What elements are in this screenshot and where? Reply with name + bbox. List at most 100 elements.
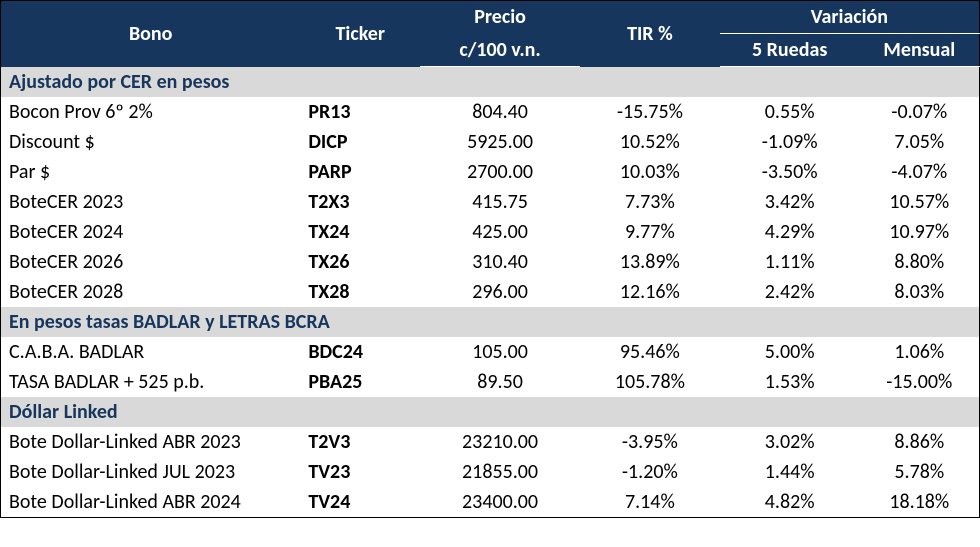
cell-price: 425.00 (420, 217, 580, 247)
col-ticker-header: Ticker (300, 1, 420, 67)
table-row: TASA BADLAR + 525 p.b.PBA2589.50105.78%1… (1, 367, 980, 397)
cell-mensual: -0.07% (860, 97, 980, 127)
header-row-1: Bono Ticker Precio TIR % Variación (1, 1, 980, 34)
cell-ticker: PR13 (300, 97, 420, 127)
cell-bono: C.A.B.A. BADLAR (1, 337, 301, 367)
cell-ticker: PBA25 (300, 367, 420, 397)
cell-bono: Bote Dollar-Linked ABR 2024 (1, 487, 301, 518)
table-row: BoteCER 2024TX24425.009.77%4.29%10.97% (1, 217, 980, 247)
table-row: BoteCER 2028TX28296.0012.16%2.42%8.03% (1, 277, 980, 307)
cell-5ruedas: 1.44% (720, 457, 860, 487)
cell-bono: Bocon Prov 6º 2% (1, 97, 301, 127)
col-mensual-header: Mensual (860, 34, 980, 67)
cell-bono: BoteCER 2024 (1, 217, 301, 247)
cell-mensual: 5.78% (860, 457, 980, 487)
table-row: Bote Dollar-Linked ABR 2024TV2423400.007… (1, 487, 980, 518)
cell-tir: 13.89% (580, 247, 720, 277)
cell-ticker: TX24 (300, 217, 420, 247)
cell-5ruedas: -3.50% (720, 157, 860, 187)
section-header: Ajustado por CER en pesos (1, 67, 980, 98)
cell-ticker: TX26 (300, 247, 420, 277)
cell-tir: -1.20% (580, 457, 720, 487)
cell-price: 804.40 (420, 97, 580, 127)
cell-tir: 9.77% (580, 217, 720, 247)
section-title: En pesos tasas BADLAR y LETRAS BCRA (1, 307, 980, 337)
col-bono-header: Bono (1, 1, 301, 67)
cell-5ruedas: 0.55% (720, 97, 860, 127)
cell-tir: -15.75% (580, 97, 720, 127)
cell-price: 296.00 (420, 277, 580, 307)
table-row: C.A.B.A. BADLARBDC24105.0095.46%5.00%1.0… (1, 337, 980, 367)
cell-tir: 105.78% (580, 367, 720, 397)
cell-ticker: T2V3 (300, 427, 420, 457)
cell-5ruedas: 1.11% (720, 247, 860, 277)
cell-mensual: -4.07% (860, 157, 980, 187)
cell-tir: 7.73% (580, 187, 720, 217)
cell-mensual: 1.06% (860, 337, 980, 367)
section-title: Dóllar Linked (1, 397, 980, 427)
table-row: Bote Dollar-Linked JUL 2023TV2321855.00-… (1, 457, 980, 487)
cell-tir: -3.95% (580, 427, 720, 457)
cell-price: 310.40 (420, 247, 580, 277)
cell-bono: TASA BADLAR + 525 p.b. (1, 367, 301, 397)
col-precio-header-2: c/100 v.n. (420, 34, 580, 67)
cell-ticker: TV24 (300, 487, 420, 518)
table-row: Bote Dollar-Linked ABR 2023T2V323210.00-… (1, 427, 980, 457)
cell-price: 89.50 (420, 367, 580, 397)
cell-bono: Par $ (1, 157, 301, 187)
col-precio-header-1: Precio (420, 1, 580, 34)
cell-price: 21855.00 (420, 457, 580, 487)
cell-tir: 10.03% (580, 157, 720, 187)
table-row: Par $PARP2700.0010.03%-3.50%-4.07% (1, 157, 980, 187)
col-5ruedas-header: 5 Ruedas (720, 34, 860, 67)
cell-tir: 12.16% (580, 277, 720, 307)
cell-5ruedas: 1.53% (720, 367, 860, 397)
cell-price: 23210.00 (420, 427, 580, 457)
cell-price: 105.00 (420, 337, 580, 367)
cell-tir: 10.52% (580, 127, 720, 157)
cell-5ruedas: 5.00% (720, 337, 860, 367)
cell-5ruedas: 4.29% (720, 217, 860, 247)
table-row: BoteCER 2023T2X3415.757.73%3.42%10.57% (1, 187, 980, 217)
cell-bono: Bote Dollar-Linked ABR 2023 (1, 427, 301, 457)
col-variacion-header: Variación (720, 1, 980, 34)
cell-5ruedas: 3.02% (720, 427, 860, 457)
cell-price: 2700.00 (420, 157, 580, 187)
section-header: Dóllar Linked (1, 397, 980, 427)
cell-ticker: PARP (300, 157, 420, 187)
cell-5ruedas: -1.09% (720, 127, 860, 157)
cell-mensual: 8.03% (860, 277, 980, 307)
col-tir-header: TIR % (580, 1, 720, 67)
cell-5ruedas: 3.42% (720, 187, 860, 217)
table-row: BoteCER 2026TX26310.4013.89%1.11%8.80% (1, 247, 980, 277)
cell-5ruedas: 4.82% (720, 487, 860, 518)
cell-mensual: 18.18% (860, 487, 980, 518)
cell-tir: 7.14% (580, 487, 720, 518)
cell-mensual: -15.00% (860, 367, 980, 397)
cell-ticker: BDC24 (300, 337, 420, 367)
cell-mensual: 8.86% (860, 427, 980, 457)
cell-ticker: T2X3 (300, 187, 420, 217)
cell-bono: BoteCER 2023 (1, 187, 301, 217)
cell-bono: BoteCER 2026 (1, 247, 301, 277)
cell-mensual: 10.97% (860, 217, 980, 247)
cell-mensual: 7.05% (860, 127, 980, 157)
cell-bono: BoteCER 2028 (1, 277, 301, 307)
cell-price: 23400.00 (420, 487, 580, 518)
cell-bono: Discount $ (1, 127, 301, 157)
section-header: En pesos tasas BADLAR y LETRAS BCRA (1, 307, 980, 337)
section-title: Ajustado por CER en pesos (1, 67, 980, 98)
cell-mensual: 8.80% (860, 247, 980, 277)
cell-tir: 95.46% (580, 337, 720, 367)
cell-ticker: TV23 (300, 457, 420, 487)
cell-mensual: 10.57% (860, 187, 980, 217)
table-row: Bocon Prov 6º 2%PR13804.40-15.75%0.55%-0… (1, 97, 980, 127)
cell-price: 5925.00 (420, 127, 580, 157)
cell-5ruedas: 2.42% (720, 277, 860, 307)
cell-ticker: DICP (300, 127, 420, 157)
bonds-table: Bono Ticker Precio TIR % Variación c/100… (0, 0, 980, 518)
cell-price: 415.75 (420, 187, 580, 217)
table-row: Discount $DICP5925.0010.52%-1.09%7.05% (1, 127, 980, 157)
cell-ticker: TX28 (300, 277, 420, 307)
cell-bono: Bote Dollar-Linked JUL 2023 (1, 457, 301, 487)
